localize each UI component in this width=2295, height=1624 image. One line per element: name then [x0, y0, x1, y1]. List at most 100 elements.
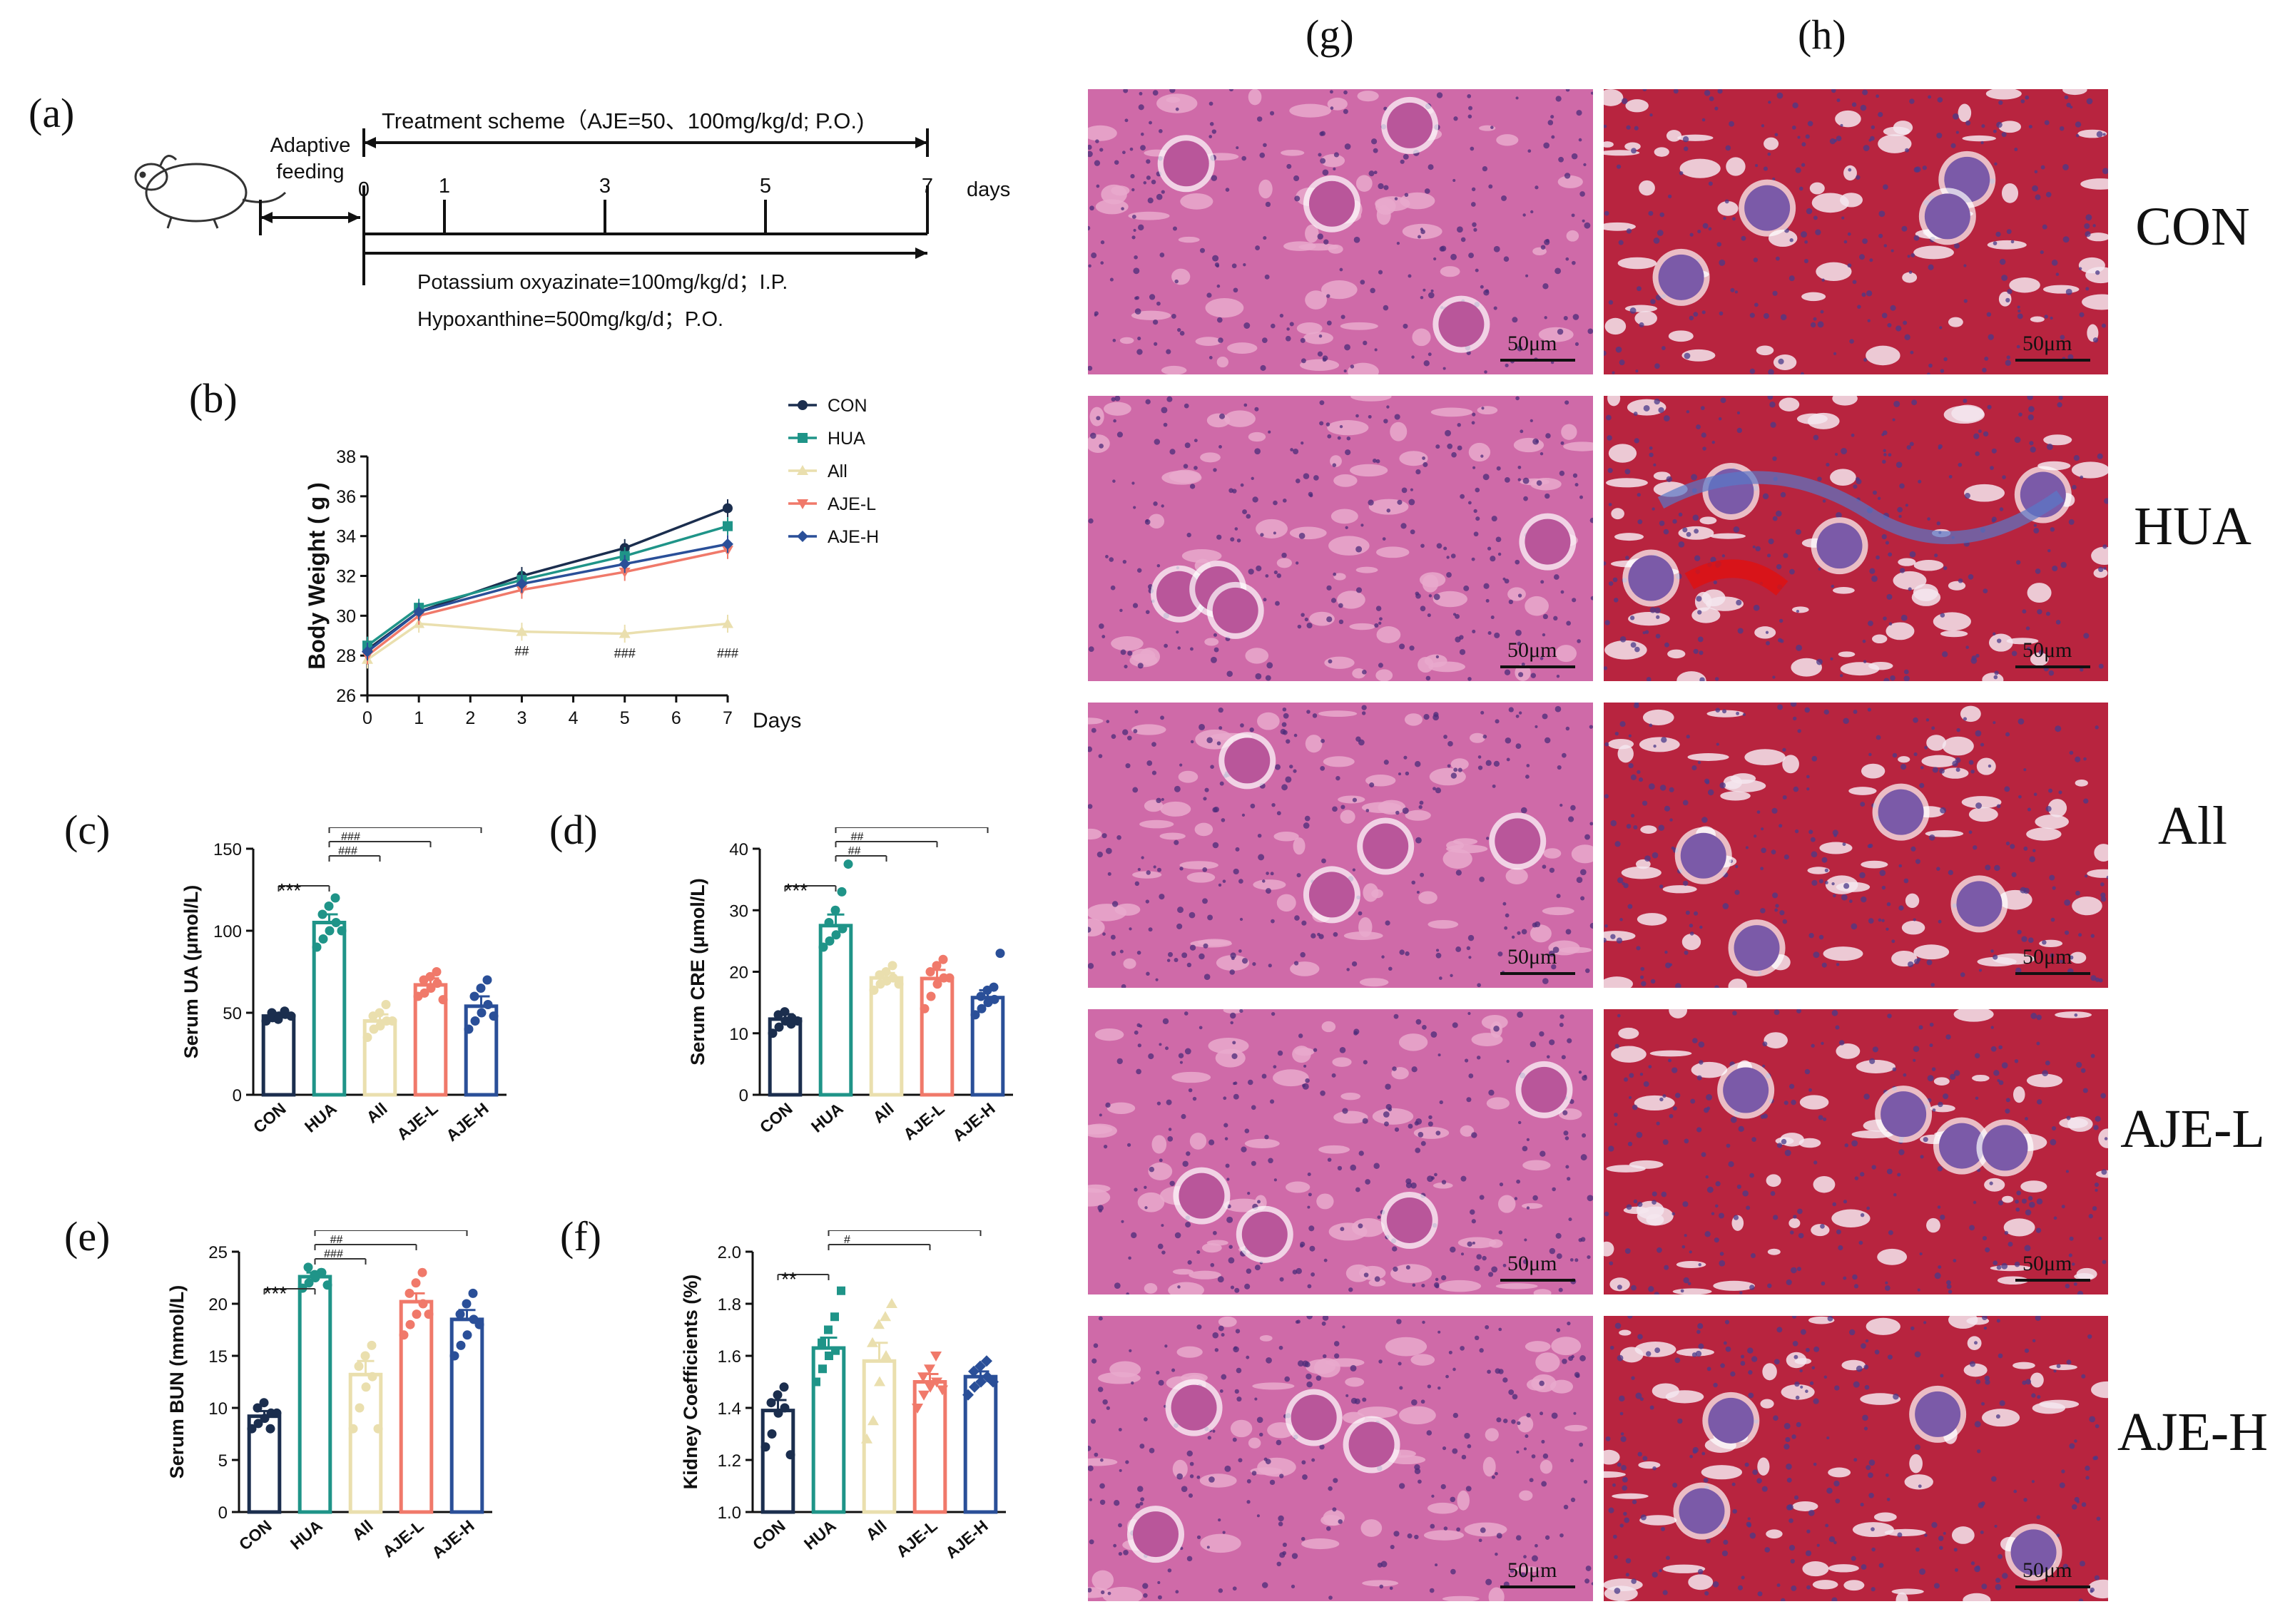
- nucleus: [1662, 1094, 1666, 1098]
- nucleus: [1622, 1485, 1628, 1491]
- nucleus: [1394, 197, 1398, 200]
- nucleus: [1326, 585, 1332, 591]
- tubule-lumen: [1624, 142, 1641, 151]
- nucleus: [1491, 1475, 1495, 1479]
- data-point: [995, 949, 1005, 959]
- data-point: [405, 1319, 415, 1329]
- nucleus: [1692, 1038, 1698, 1043]
- tubule-lumen: [1159, 832, 1186, 840]
- nucleus: [1276, 811, 1281, 816]
- nucleus: [1368, 414, 1372, 419]
- nucleus: [1689, 1250, 1692, 1254]
- nucleus: [1433, 787, 1436, 791]
- tubule-lumen: [1104, 402, 1131, 416]
- nucleus: [1405, 951, 1410, 956]
- nucleus: [1868, 1472, 1873, 1479]
- nucleus: [1428, 164, 1434, 170]
- data-point: [880, 1350, 892, 1360]
- nucleus: [1977, 1449, 1981, 1454]
- glomerulus: [1133, 1511, 1179, 1558]
- nucleus: [1263, 598, 1267, 602]
- nucleus: [1404, 193, 1409, 197]
- nucleus: [1445, 1374, 1449, 1379]
- nucleus: [1974, 1421, 1981, 1428]
- tubule-lumen: [1877, 1248, 1908, 1265]
- nucleus: [1903, 878, 1909, 884]
- nucleus: [1616, 937, 1623, 944]
- nucleus: [1853, 710, 1858, 714]
- data-point: [476, 984, 486, 993]
- nucleus: [1138, 104, 1144, 111]
- nucleus: [1111, 901, 1119, 907]
- nucleus: [1816, 658, 1823, 665]
- nucleus: [1585, 968, 1590, 974]
- tubule-lumen: [1557, 175, 1583, 188]
- nucleus: [1540, 245, 1546, 250]
- nucleus: [1337, 436, 1341, 440]
- nucleus: [1420, 872, 1425, 877]
- nucleus: [1515, 559, 1520, 565]
- nucleus: [2085, 287, 2090, 291]
- nucleus: [1297, 1360, 1304, 1367]
- data-point: [375, 1021, 385, 1031]
- nucleus: [1116, 1058, 1123, 1065]
- nucleus: [1377, 1215, 1381, 1220]
- nucleus: [2007, 289, 2012, 295]
- tubule-lumen: [1612, 1493, 1649, 1499]
- nucleus: [1156, 193, 1163, 200]
- nucleus: [2004, 786, 2010, 792]
- nucleus: [1094, 313, 1097, 317]
- nucleus: [1485, 760, 1492, 766]
- nucleus: [1542, 283, 1549, 290]
- nucleus: [1778, 358, 1784, 364]
- nucleus: [1657, 230, 1664, 236]
- tubule-lumen: [1984, 1178, 2005, 1192]
- nucleus: [1166, 959, 1171, 962]
- nucleus: [1378, 183, 1384, 190]
- nucleus: [1333, 167, 1336, 170]
- nucleus: [1980, 141, 1984, 145]
- nucleus: [2045, 1061, 2050, 1066]
- nucleus: [1100, 261, 1104, 265]
- nucleus: [1156, 867, 1161, 872]
- tubule-lumen: [1968, 807, 1998, 822]
- tubule-lumen: [1259, 1335, 1273, 1342]
- tubule-lumen: [1497, 1195, 1516, 1213]
- nucleus: [1435, 949, 1440, 952]
- bar-HUA: [818, 924, 853, 1097]
- data-point: [830, 905, 840, 915]
- nucleus: [1637, 1334, 1643, 1340]
- nucleus: [1579, 869, 1587, 876]
- nucleus: [1430, 1523, 1435, 1529]
- nucleus: [1297, 624, 1302, 629]
- nucleus: [2021, 936, 2027, 942]
- tubule-lumen: [1766, 1174, 1781, 1188]
- y-tick-label: 20: [729, 964, 748, 983]
- tubule-lumen: [1649, 1050, 1692, 1057]
- nucleus: [2036, 1041, 2040, 1046]
- tubule-lumen: [1296, 322, 1323, 334]
- nucleus: [1626, 1204, 1632, 1210]
- nucleus: [1396, 242, 1400, 245]
- tubule-lumen: [1258, 179, 1273, 199]
- tubule-lumen: [1688, 1574, 1714, 1590]
- nucleus: [1859, 254, 1865, 260]
- nucleus: [1344, 143, 1351, 150]
- nucleus: [1453, 116, 1458, 121]
- tubule-lumen: [1309, 611, 1335, 626]
- nucleus: [2078, 933, 2082, 937]
- nucleus: [1927, 517, 1930, 521]
- tubule-lumen: [1433, 591, 1467, 608]
- tubule-lumen: [1667, 649, 1686, 659]
- nucleus: [1234, 1287, 1240, 1293]
- nucleus: [1932, 1108, 1936, 1112]
- nucleus: [1226, 1216, 1233, 1223]
- data-point: [970, 1010, 980, 1020]
- nucleus: [2002, 475, 2006, 479]
- tubule-lumen: [1798, 1138, 1821, 1148]
- nucleus: [1140, 145, 1146, 151]
- nucleus: [1093, 1343, 1099, 1348]
- nucleus: [1535, 725, 1538, 728]
- data-point: [316, 1267, 326, 1277]
- tubule-lumen: [1320, 154, 1345, 168]
